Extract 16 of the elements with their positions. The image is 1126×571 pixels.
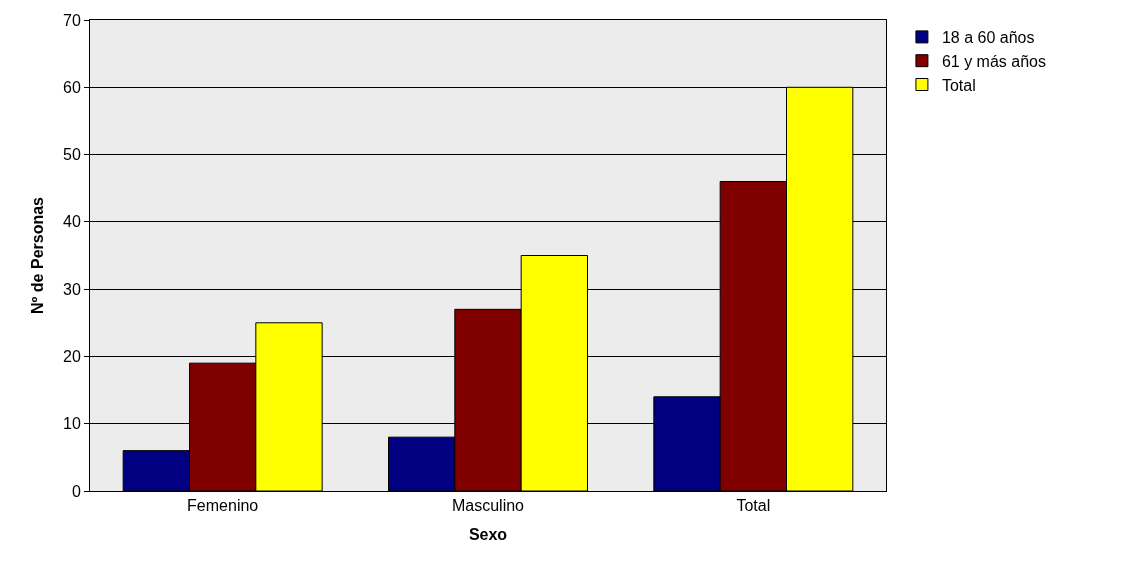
x-tick-label: Total: [736, 497, 771, 515]
x-axis-title: Sexo: [468, 525, 508, 543]
x-tick-label: Masculino: [451, 497, 525, 515]
y-tick-label: 40: [63, 213, 81, 231]
y-axis-title: Nº de Personas: [28, 196, 46, 314]
y-tick-label: 50: [63, 146, 81, 164]
y-tick-label: 20: [63, 348, 81, 366]
x-tick-label: Femenino: [187, 497, 259, 515]
y-tick-label: 30: [63, 280, 81, 298]
legend-label: 18 a 60 años: [941, 29, 1035, 47]
legend-label: Total: [941, 76, 976, 94]
y-tick-label: 0: [71, 482, 81, 500]
y-tick-label: 60: [63, 78, 81, 96]
legend-label: 61 y más años: [941, 52, 1046, 70]
y-tick-label: 10: [63, 415, 81, 433]
y-tick-label: 70: [63, 11, 81, 29]
